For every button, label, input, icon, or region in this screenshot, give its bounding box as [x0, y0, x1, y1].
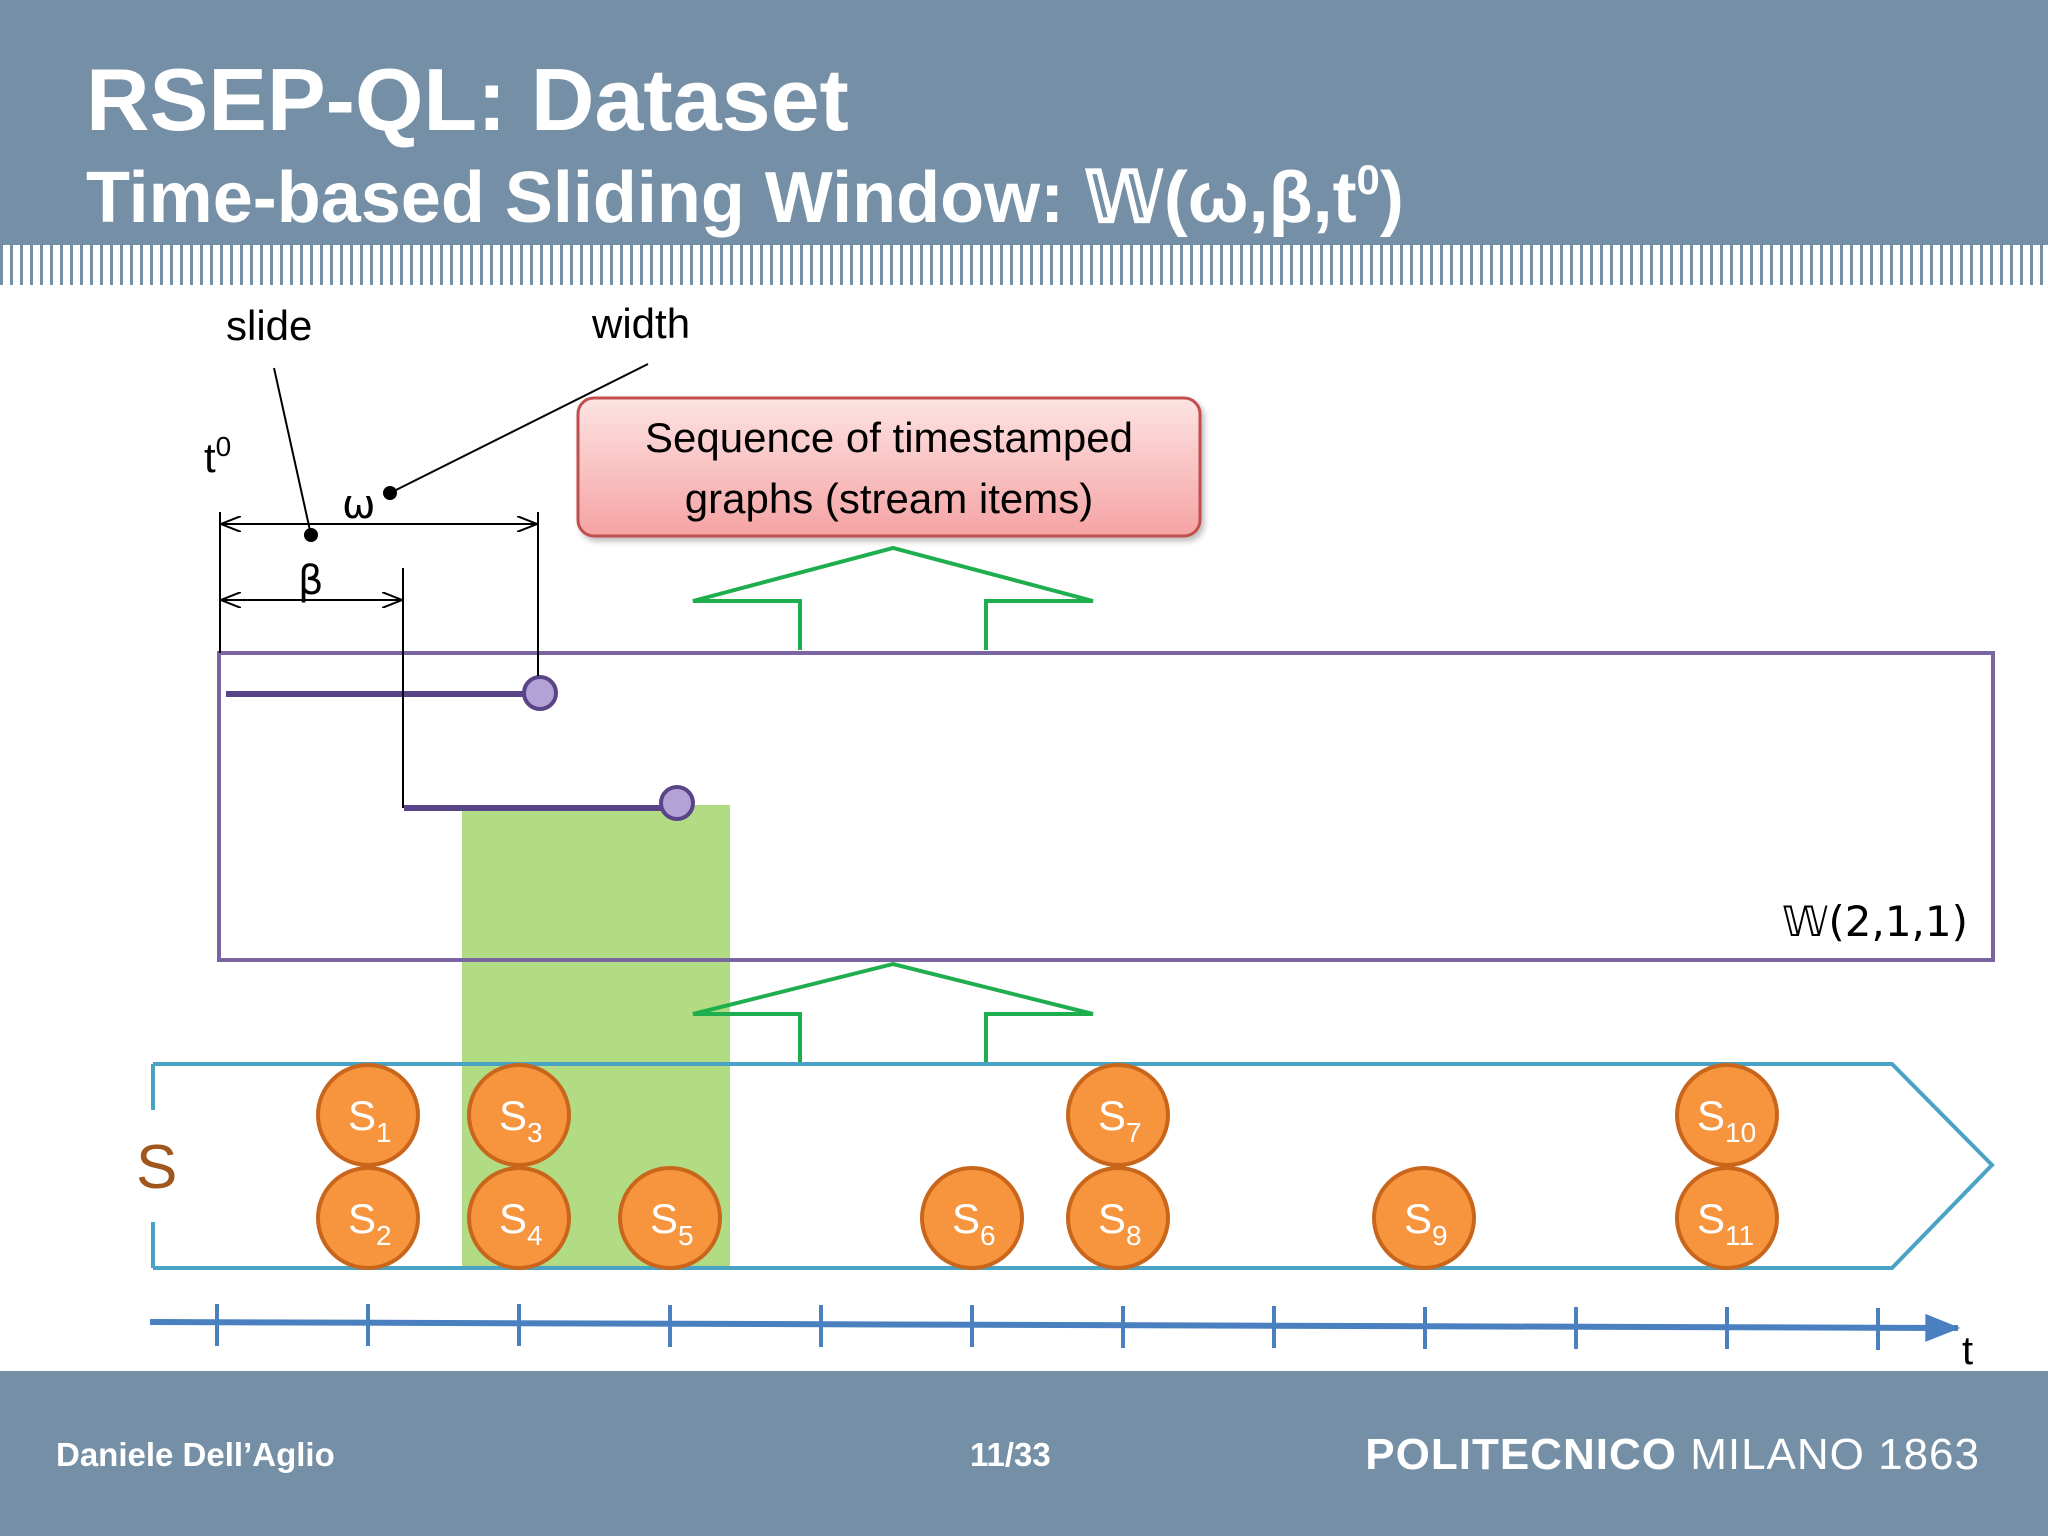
callout-line-2: graphs (stream items)	[685, 475, 1093, 522]
beta-label: β	[298, 558, 324, 604]
time-axis-ticks	[215, 1304, 1880, 1350]
stream-item-s10: S10	[1675, 1063, 1779, 1167]
window-label: 𝕎(2,1,1)	[1782, 897, 1968, 946]
stream-to-window-arrow	[692, 961, 1094, 1063]
stream-item-s6: S6	[920, 1166, 1024, 1270]
page-number: 11/33	[970, 1436, 1051, 1473]
stream-item-s5: S5	[618, 1166, 722, 1270]
subtitle-text: Time-based Sliding Window: 𝕎(ω,β,t	[86, 158, 1357, 238]
t0-label-sup: 0	[216, 431, 232, 462]
stream-item-s3: S3	[467, 1063, 571, 1167]
callout-line-1: Sequence of timestamped	[645, 414, 1133, 461]
stream-item-label: S2	[348, 1195, 392, 1251]
stream-item-circle	[1066, 1166, 1170, 1270]
stream-items: S1 S2 S3 S4 S5 S6	[316, 1063, 1779, 1270]
stream-item-circle	[467, 1166, 571, 1270]
width-label: width	[591, 300, 690, 347]
stream-item-circle	[1675, 1063, 1779, 1167]
stream-item-circle	[1372, 1166, 1476, 1270]
stream-item-label: S9	[1404, 1195, 1448, 1251]
stream-item-label: S8	[1098, 1195, 1142, 1251]
slide-leader-dot	[304, 528, 318, 542]
stream-item-circle	[618, 1166, 722, 1270]
stream-label: S	[136, 1133, 177, 1202]
stream-item-label: S11	[1697, 1195, 1754, 1251]
time-axis-label: t	[1962, 1329, 1973, 1373]
institution-logo: POLITECNICO MILANO 1863	[1365, 1430, 1980, 1480]
stream-item-s4: S4	[467, 1166, 571, 1270]
stream-item-s2: S2	[316, 1166, 420, 1270]
stream-item-s1: S1	[316, 1063, 420, 1167]
stream-item-circle	[1066, 1063, 1170, 1167]
stream-item-circle	[467, 1063, 571, 1167]
stream-item-label: S7	[1098, 1092, 1142, 1148]
footer-author: Daniele Dell’Aglio	[56, 1436, 335, 1473]
logo-rest-text: MILANO 1863	[1676, 1430, 1980, 1479]
window-endpoint-1	[522, 675, 558, 711]
header-bar	[0, 0, 2048, 245]
logo-bold-text: POLITECNICO	[1365, 1430, 1677, 1479]
subtitle-superscript: 0	[1356, 156, 1380, 203]
stream-item-s7: S7	[1066, 1063, 1170, 1167]
subtitle-close: )	[1379, 158, 1404, 238]
window-box	[217, 651, 1995, 962]
width-leader-dot	[383, 486, 397, 500]
time-axis	[149, 1313, 1961, 1342]
t0-label: t0	[204, 431, 231, 481]
stream-item-label: S6	[952, 1195, 996, 1251]
slide-leader-line	[273, 367, 312, 536]
stream-item-circle	[316, 1166, 420, 1270]
stream-item-circle	[1675, 1166, 1779, 1270]
stream-item-label: S4	[499, 1195, 543, 1251]
stream-item-circle	[920, 1166, 1024, 1270]
stream-item-circle	[316, 1063, 420, 1167]
stream-item-label: S5	[650, 1195, 694, 1251]
stream-shape	[153, 1062, 1995, 1270]
slide-subtitle: Time-based Sliding Window: 𝕎(ω,β,t0)	[86, 156, 1404, 240]
header-ruler-decoration	[0, 245, 2048, 285]
stream-item-s8: S8	[1066, 1166, 1170, 1270]
omega-label: ω	[342, 482, 376, 528]
width-leader-line	[389, 363, 649, 494]
stream-item-label: S10	[1697, 1092, 1756, 1148]
stream-item-label: S1	[348, 1092, 392, 1148]
callout-box	[576, 396, 1202, 538]
slide-label: slide	[226, 302, 312, 349]
window-to-callout-arrow	[692, 545, 1094, 650]
stream-item-s11: S11	[1675, 1166, 1779, 1270]
stream-item-s9: S9	[1372, 1166, 1476, 1270]
stream-item-label: S3	[499, 1092, 543, 1148]
footer-bar	[0, 1371, 2048, 1536]
t0-label-base: t	[204, 434, 216, 481]
window-endpoint-2	[659, 785, 695, 821]
slide-title: RSEP-QL: Dataset	[86, 50, 849, 149]
